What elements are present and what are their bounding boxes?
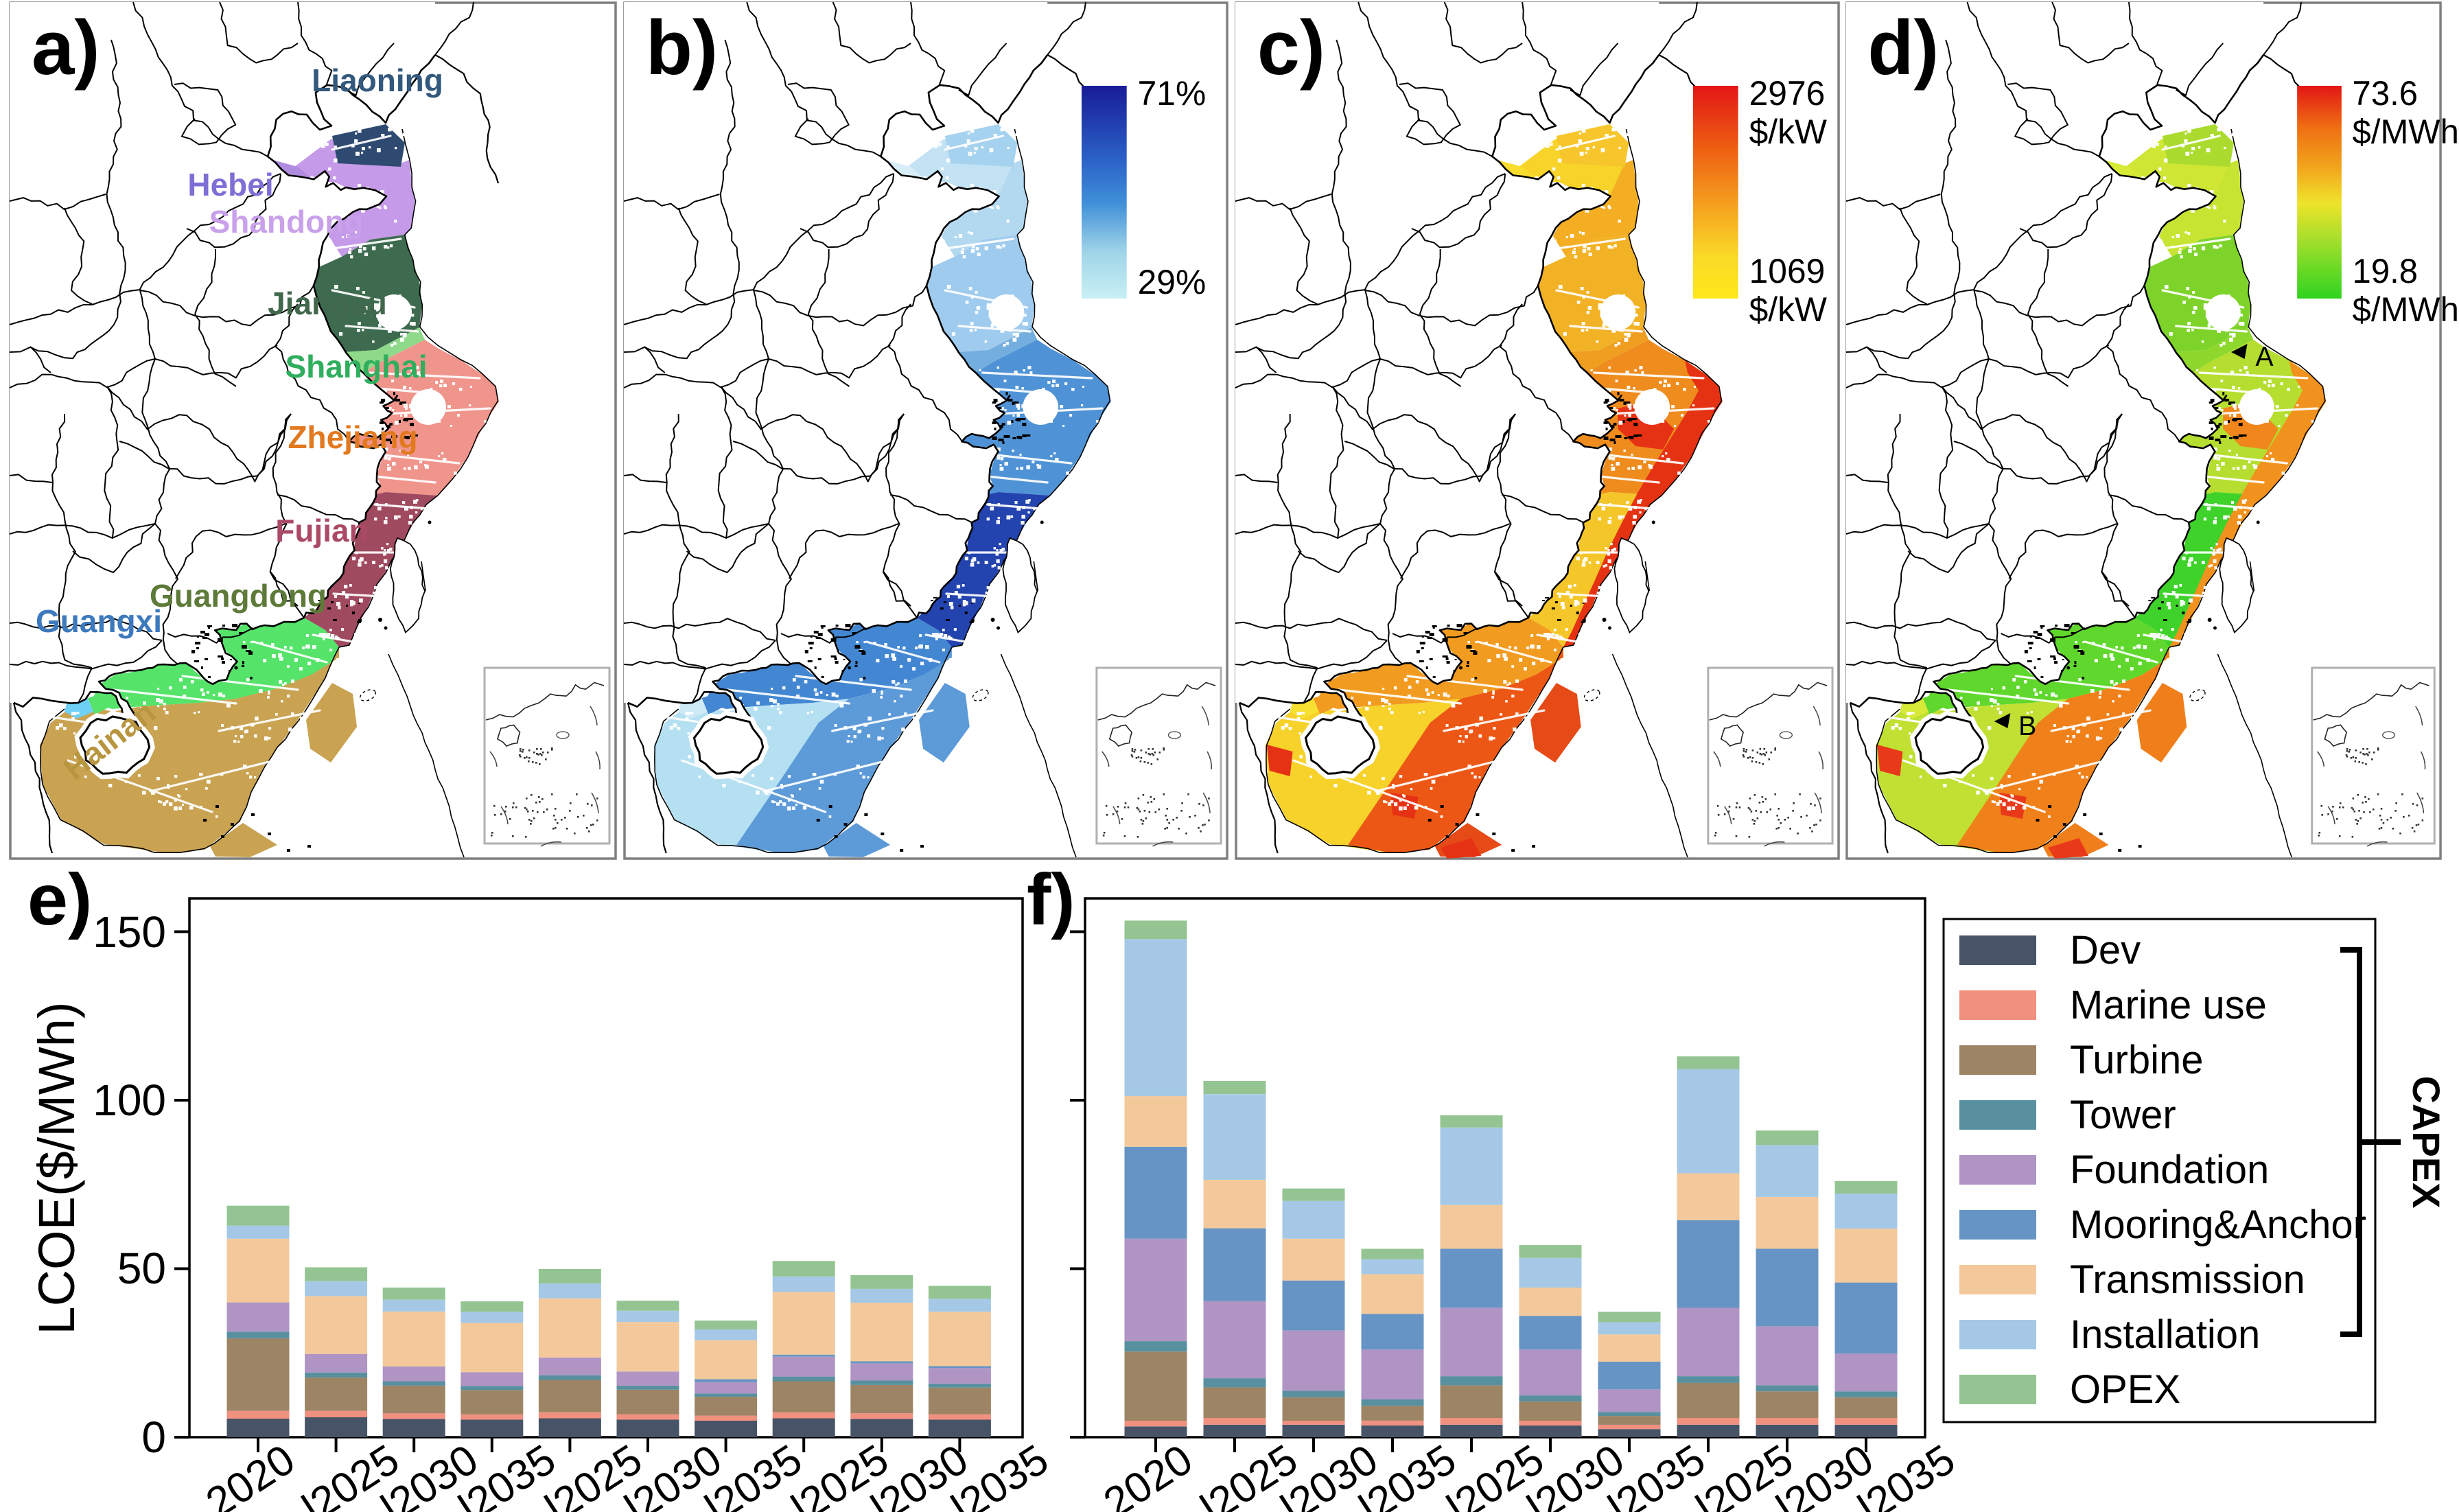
- svg-text:29%: 29%: [1138, 263, 1207, 301]
- svg-text:Liaoning: Liaoning: [312, 62, 443, 98]
- svg-text:$/MWh: $/MWh: [2353, 291, 2459, 329]
- svg-text:Shanghai: Shanghai: [285, 349, 427, 384]
- svg-text:Marine use: Marine use: [2070, 983, 2267, 1027]
- svg-text:19.8: 19.8: [2353, 253, 2418, 291]
- svg-text:$/kW: $/kW: [1749, 113, 1827, 151]
- svg-text:e): e): [27, 859, 92, 940]
- svg-text:Turbine: Turbine: [2070, 1038, 2204, 1082]
- svg-text:100: 100: [93, 1075, 166, 1125]
- svg-text:$/kW: $/kW: [1749, 290, 1827, 329]
- svg-text:$/MWh: $/MWh: [2353, 113, 2459, 152]
- svg-text:A: A: [2255, 342, 2274, 372]
- svg-text:71%: 71%: [1138, 74, 1207, 113]
- svg-text:Foundation: Foundation: [2070, 1148, 2269, 1192]
- svg-text:Jiangsu: Jiangsu: [268, 286, 387, 321]
- svg-text:Shandong: Shandong: [209, 204, 364, 240]
- svg-text:Transmission: Transmission: [2070, 1257, 2305, 1302]
- svg-text:0: 0: [141, 1412, 166, 1462]
- svg-text:a): a): [32, 5, 100, 91]
- svg-text:2020: 2020: [198, 1436, 303, 1512]
- svg-text:Dev: Dev: [2070, 928, 2141, 973]
- svg-text:Tower: Tower: [2070, 1093, 2176, 1137]
- svg-text:Guangdong: Guangdong: [150, 578, 327, 614]
- svg-text:OPEX: OPEX: [2070, 1367, 2180, 1412]
- svg-text:b): b): [646, 5, 718, 91]
- svg-text:f): f): [1027, 859, 1075, 940]
- svg-text:1069: 1069: [1749, 252, 1826, 290]
- svg-text:Mooring&Anchor: Mooring&Anchor: [2070, 1202, 2366, 1247]
- svg-text:CAPEX: CAPEX: [2405, 1076, 2448, 1209]
- svg-text:LCOE($/MWh): LCOE($/MWh): [28, 1001, 85, 1334]
- svg-text:2976: 2976: [1749, 74, 1826, 113]
- svg-text:Fujian: Fujian: [275, 513, 368, 548]
- svg-text:Hebei: Hebei: [187, 167, 273, 202]
- svg-text:d): d): [1867, 5, 1939, 91]
- svg-text:Installation: Installation: [2070, 1312, 2260, 1357]
- svg-text:2020: 2020: [1095, 1436, 1200, 1512]
- svg-text:150: 150: [93, 907, 166, 957]
- svg-text:Zhejiang: Zhejiang: [288, 419, 417, 455]
- svg-text:Guangxi: Guangxi: [36, 603, 162, 639]
- svg-text:c): c): [1257, 5, 1325, 91]
- svg-text:B: B: [2018, 711, 2036, 741]
- svg-text:73.6: 73.6: [2353, 75, 2418, 113]
- svg-text:50: 50: [117, 1244, 166, 1293]
